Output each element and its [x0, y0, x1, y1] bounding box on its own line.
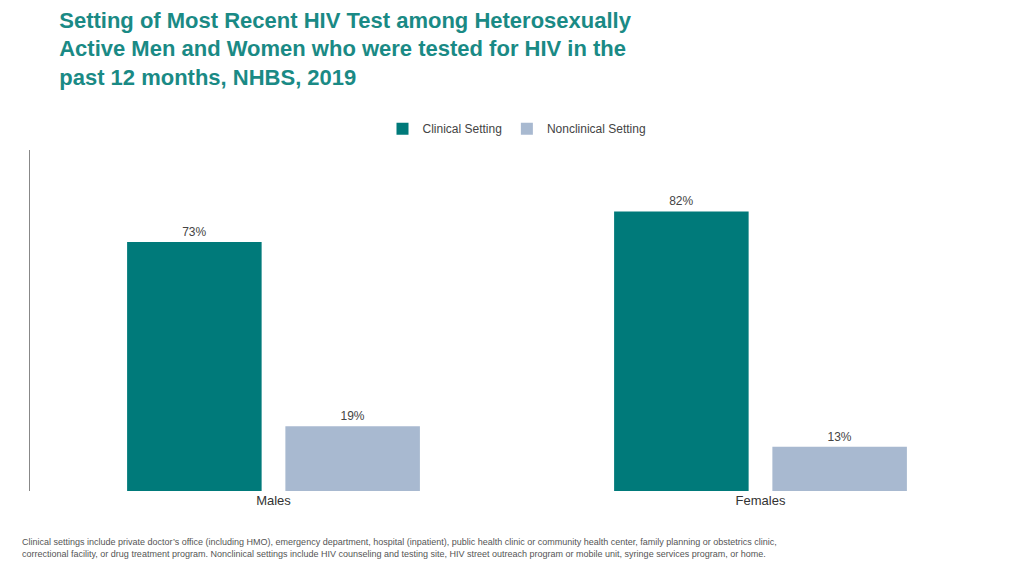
svg-text:Clinical Setting: Clinical Setting: [423, 122, 502, 136]
svg-text:13%: 13%: [827, 430, 851, 444]
svg-text:Females: Females: [736, 493, 786, 508]
svg-text:19%: 19%: [340, 409, 364, 423]
svg-text:82%: 82%: [669, 194, 693, 208]
svg-text:Males: Males: [256, 493, 291, 508]
svg-text:Setting of Most Recent HIV Tes: Setting of Most Recent HIV Test among He…: [59, 8, 631, 90]
svg-text:Clinical settings include priv: Clinical settings include private doctor…: [22, 537, 777, 559]
svg-text:Nonclinical Setting: Nonclinical Setting: [547, 122, 646, 136]
svg-text:73%: 73%: [182, 225, 206, 239]
